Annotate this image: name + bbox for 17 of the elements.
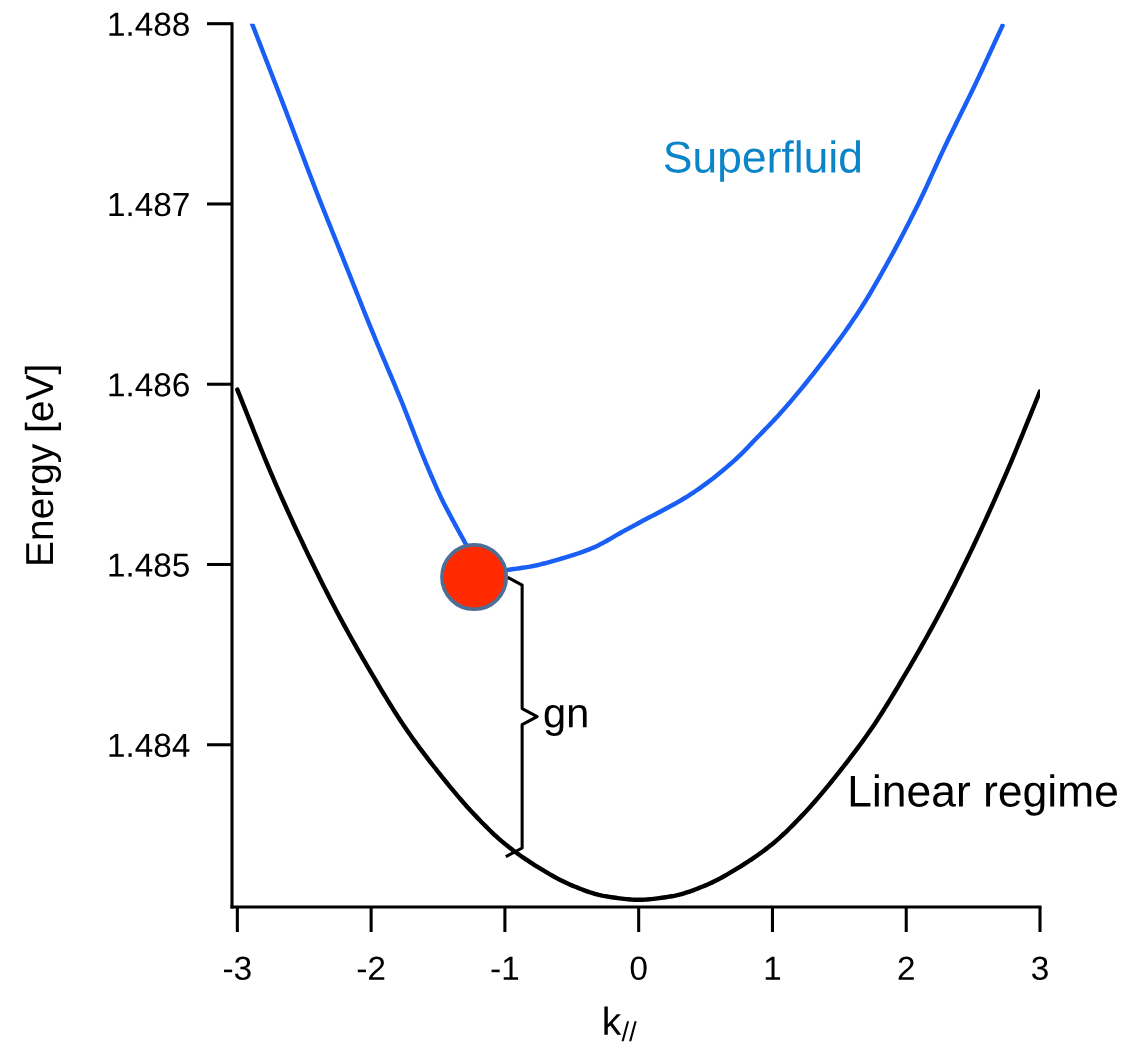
x-axis-title: k$_{//}$ — [604, 1006, 637, 1042]
y-tick-label: 1.485 — [109, 553, 189, 577]
x-tick-label: 1 — [765, 956, 781, 980]
y-tick-label: 1.488 — [109, 12, 189, 37]
y-axis-title: Energy [eV] — [24, 366, 62, 564]
y-tick-label: 1.484 — [109, 733, 190, 758]
annotation: Superfluid — [664, 140, 861, 182]
y-tick-label: 1.486 — [109, 373, 189, 397]
annotation: Linear regime — [850, 774, 1117, 816]
y-tick-label: 1.487 — [109, 192, 189, 217]
x-tick-label: 0 — [630, 956, 647, 981]
x-tick-label: -3 — [224, 956, 251, 981]
x-tick-label: -2 — [357, 956, 385, 980]
x-tick-label: 3 — [1032, 956, 1048, 981]
x-tick-label: 2 — [898, 956, 914, 980]
x-tick-label: -1 — [491, 956, 519, 980]
annotation: gn — [544, 704, 587, 736]
